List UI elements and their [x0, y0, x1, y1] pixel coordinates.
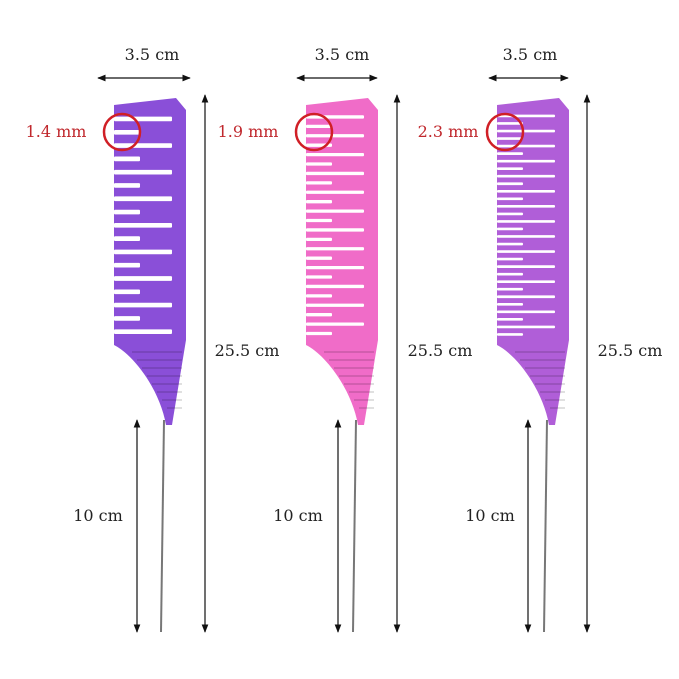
- pin-length-label: 10 cm: [73, 506, 123, 525]
- tooth-gap: [306, 190, 364, 194]
- tooth-gap: [306, 171, 364, 176]
- comb-body: [306, 98, 378, 425]
- tooth-gap: [114, 116, 172, 122]
- length-label: 25.5 cm: [408, 341, 473, 360]
- tooth-gap: [497, 272, 523, 276]
- tooth-gap: [497, 137, 523, 140]
- tooth-gap: [306, 115, 364, 119]
- tooth-gap: [497, 197, 523, 201]
- tooth-gap: [114, 183, 140, 188]
- tooth-gap-label: 1.9 mm: [218, 122, 279, 141]
- tooth-gap: [497, 205, 555, 208]
- tooth-gap: [497, 129, 555, 133]
- width-label: 3.5 cm: [315, 45, 370, 64]
- comb-3: 3.5 cm 2.3 mm 25.5 cm 10 cm: [418, 45, 663, 633]
- tooth-gap: [114, 129, 140, 135]
- tooth-gap: [114, 249, 172, 255]
- tooth-gap-label: 2.3 mm: [418, 122, 479, 141]
- tooth-gap: [497, 287, 523, 291]
- tooth-gap: [306, 313, 332, 317]
- tooth-gap: [306, 294, 332, 298]
- width-label: 3.5 cm: [503, 45, 558, 64]
- metal-pin: [352, 419, 357, 633]
- comb-2: 3.5 cm 1.9 mm 25.5 cm 10 cm: [218, 45, 473, 633]
- comb-body: [114, 98, 186, 425]
- tooth-gap: [114, 196, 172, 202]
- tooth-gap: [497, 122, 523, 125]
- tooth-gap: [497, 227, 523, 231]
- tooth-gap: [114, 262, 140, 268]
- tooth-gap: [114, 156, 140, 162]
- pin-length-label: 10 cm: [465, 506, 515, 525]
- tooth-gap-highlight-circle: [102, 112, 142, 152]
- tooth-gap: [497, 302, 523, 306]
- tooth-gap: [306, 228, 364, 232]
- tooth-gap: [497, 265, 555, 268]
- tooth-gap: [497, 174, 555, 178]
- tooth-gap: [497, 152, 523, 155]
- tooth-gap: [306, 124, 332, 129]
- tooth-gap: [497, 280, 555, 284]
- tooth-gap: [306, 284, 364, 289]
- comb-1: 3.5 cm 1.4 mm 25.5 cm 10 cm: [26, 45, 280, 633]
- tooth-gap: [114, 302, 172, 308]
- tooth-gap: [306, 200, 332, 204]
- metal-pin: [543, 419, 548, 633]
- tooth-gap-highlight-circle: [294, 112, 334, 152]
- tooth-gap: [306, 162, 332, 166]
- tooth-gap: [497, 220, 555, 223]
- tooth-gap: [306, 322, 364, 326]
- tooth-gap: [114, 289, 140, 295]
- tooth-gap: [306, 209, 364, 213]
- tooth-gap: [306, 218, 332, 223]
- tooth-gap: [114, 209, 140, 215]
- tooth-gap: [306, 134, 364, 138]
- tooth-gap: [497, 325, 555, 329]
- tooth-gap: [497, 235, 555, 238]
- tooth-gap: [114, 329, 172, 335]
- tooth-gap: [497, 295, 555, 299]
- tooth-gap: [114, 169, 172, 175]
- length-label: 25.5 cm: [598, 341, 663, 360]
- tooth-gap: [497, 250, 555, 253]
- tooth-gap: [306, 331, 332, 336]
- tooth-gap: [114, 236, 140, 241]
- metal-pin: [160, 419, 165, 633]
- tooth-gap: [306, 237, 332, 242]
- tooth-gap: [497, 310, 555, 314]
- width-label: 3.5 cm: [125, 45, 180, 64]
- tooth-gap: [114, 143, 172, 148]
- tooth-gap: [497, 189, 555, 193]
- comb-body: [497, 98, 569, 425]
- tooth-gap: [114, 276, 172, 281]
- tooth-gap: [497, 167, 523, 171]
- tooth-gap: [497, 257, 523, 261]
- tooth-gap: [497, 144, 555, 148]
- tooth-gap: [306, 247, 364, 251]
- tooth-gap-label: 1.4 mm: [26, 122, 87, 141]
- tooth-gap: [306, 303, 364, 307]
- tooth-gap: [497, 318, 523, 321]
- tooth-gap: [497, 212, 523, 216]
- tooth-gap: [497, 182, 523, 186]
- tooth-gap: [114, 316, 140, 321]
- tooth-gap: [497, 333, 523, 336]
- tooth-gap: [497, 242, 523, 246]
- tooth-gap: [114, 223, 172, 228]
- pin-length-label: 10 cm: [273, 506, 323, 525]
- tooth-gap: [306, 152, 364, 157]
- length-label: 25.5 cm: [215, 341, 280, 360]
- tooth-gap: [306, 181, 332, 185]
- tooth-gap-highlight-circle: [485, 112, 525, 152]
- tooth-gap: [497, 159, 555, 163]
- tooth-gap: [306, 265, 364, 270]
- tooth-gap: [306, 275, 332, 279]
- tooth-gap: [306, 256, 332, 260]
